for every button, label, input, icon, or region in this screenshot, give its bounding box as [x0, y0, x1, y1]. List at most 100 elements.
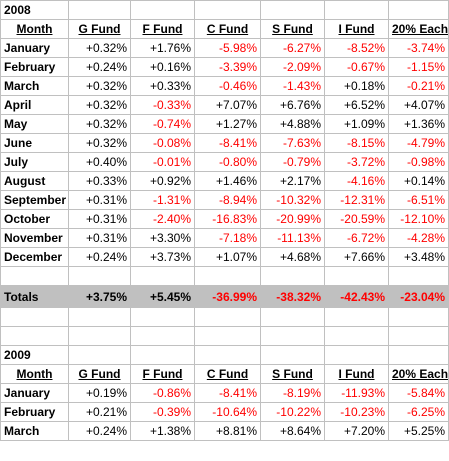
year-label[interactable]: 2009: [0, 345, 69, 365]
column-header[interactable]: F Fund: [130, 19, 195, 39]
empty-cell[interactable]: [388, 0, 449, 20]
return-value[interactable]: -3.74%: [388, 38, 449, 58]
return-value[interactable]: -0.67%: [324, 57, 389, 77]
empty-cell[interactable]: [0, 307, 69, 327]
return-value[interactable]: +5.25%: [388, 421, 449, 441]
month-label[interactable]: May: [0, 114, 69, 134]
return-value[interactable]: +8.81%: [194, 421, 261, 441]
empty-cell[interactable]: [388, 266, 449, 286]
return-value[interactable]: -7.63%: [260, 133, 325, 153]
return-value[interactable]: +1.09%: [324, 114, 389, 134]
empty-cell[interactable]: [68, 266, 131, 286]
return-value[interactable]: -12.10%: [388, 209, 449, 229]
month-label[interactable]: July: [0, 152, 69, 172]
return-value[interactable]: +1.27%: [194, 114, 261, 134]
return-value[interactable]: -0.01%: [130, 152, 195, 172]
column-header[interactable]: C Fund: [194, 364, 261, 384]
column-header[interactable]: Month: [0, 19, 69, 39]
return-value[interactable]: -2.09%: [260, 57, 325, 77]
return-value[interactable]: -0.74%: [130, 114, 195, 134]
return-value[interactable]: +0.24%: [68, 421, 131, 441]
return-value[interactable]: +1.38%: [130, 421, 195, 441]
return-value[interactable]: -0.79%: [260, 152, 325, 172]
return-value[interactable]: +6.76%: [260, 95, 325, 115]
return-value[interactable]: -0.80%: [194, 152, 261, 172]
return-value[interactable]: +0.32%: [68, 114, 131, 134]
return-value[interactable]: +0.21%: [68, 402, 131, 422]
empty-cell[interactable]: [260, 0, 325, 20]
empty-cell[interactable]: [130, 345, 195, 365]
return-value[interactable]: -12.31%: [324, 190, 389, 210]
column-header[interactable]: G Fund: [68, 19, 131, 39]
column-header[interactable]: 20% Each: [388, 19, 449, 39]
empty-cell[interactable]: [0, 266, 69, 286]
empty-cell[interactable]: [388, 345, 449, 365]
month-label[interactable]: February: [0, 57, 69, 77]
month-label[interactable]: August: [0, 171, 69, 191]
empty-cell[interactable]: [130, 307, 195, 327]
return-value[interactable]: +0.33%: [68, 171, 131, 191]
total-value[interactable]: -36.99%: [194, 285, 261, 308]
return-value[interactable]: -10.23%: [324, 402, 389, 422]
column-header[interactable]: Month: [0, 364, 69, 384]
empty-cell[interactable]: [260, 266, 325, 286]
column-header[interactable]: I Fund: [324, 364, 389, 384]
return-value[interactable]: +0.32%: [68, 133, 131, 153]
empty-cell[interactable]: [324, 0, 389, 20]
return-value[interactable]: +1.36%: [388, 114, 449, 134]
empty-cell[interactable]: [260, 307, 325, 327]
return-value[interactable]: -8.41%: [194, 133, 261, 153]
month-label[interactable]: October: [0, 209, 69, 229]
return-value[interactable]: +1.07%: [194, 247, 261, 267]
return-value[interactable]: -7.18%: [194, 228, 261, 248]
return-value[interactable]: -16.83%: [194, 209, 261, 229]
return-value[interactable]: +7.07%: [194, 95, 261, 115]
month-label[interactable]: March: [0, 421, 69, 441]
column-header[interactable]: S Fund: [260, 364, 325, 384]
return-value[interactable]: +1.76%: [130, 38, 195, 58]
month-label[interactable]: December: [0, 247, 69, 267]
return-value[interactable]: +7.66%: [324, 247, 389, 267]
return-value[interactable]: -5.84%: [388, 383, 449, 403]
month-label[interactable]: January: [0, 38, 69, 58]
empty-cell[interactable]: [68, 0, 131, 20]
return-value[interactable]: -11.13%: [260, 228, 325, 248]
return-value[interactable]: -8.19%: [260, 383, 325, 403]
empty-cell[interactable]: [0, 326, 69, 346]
return-value[interactable]: -0.98%: [388, 152, 449, 172]
return-value[interactable]: -8.52%: [324, 38, 389, 58]
return-value[interactable]: -11.93%: [324, 383, 389, 403]
empty-cell[interactable]: [68, 326, 131, 346]
return-value[interactable]: -6.27%: [260, 38, 325, 58]
return-value[interactable]: +0.32%: [68, 76, 131, 96]
month-label[interactable]: June: [0, 133, 69, 153]
return-value[interactable]: +3.30%: [130, 228, 195, 248]
column-header[interactable]: 20% Each: [388, 364, 449, 384]
month-label[interactable]: April: [0, 95, 69, 115]
empty-cell[interactable]: [130, 326, 195, 346]
return-value[interactable]: +0.32%: [68, 38, 131, 58]
total-value[interactable]: -23.04%: [388, 285, 449, 308]
return-value[interactable]: -1.31%: [130, 190, 195, 210]
return-value[interactable]: -20.99%: [260, 209, 325, 229]
return-value[interactable]: -3.39%: [194, 57, 261, 77]
return-value[interactable]: +0.40%: [68, 152, 131, 172]
return-value[interactable]: -5.98%: [194, 38, 261, 58]
empty-cell[interactable]: [324, 266, 389, 286]
totals-label[interactable]: Totals: [0, 285, 69, 308]
return-value[interactable]: +0.18%: [324, 76, 389, 96]
month-label[interactable]: January: [0, 383, 69, 403]
empty-cell[interactable]: [324, 326, 389, 346]
return-value[interactable]: -8.94%: [194, 190, 261, 210]
return-value[interactable]: -8.41%: [194, 383, 261, 403]
empty-cell[interactable]: [194, 326, 261, 346]
return-value[interactable]: -10.22%: [260, 402, 325, 422]
month-label[interactable]: March: [0, 76, 69, 96]
empty-cell[interactable]: [388, 326, 449, 346]
return-value[interactable]: +6.52%: [324, 95, 389, 115]
total-value[interactable]: +5.45%: [130, 285, 195, 308]
column-header[interactable]: I Fund: [324, 19, 389, 39]
return-value[interactable]: -4.79%: [388, 133, 449, 153]
return-value[interactable]: -1.43%: [260, 76, 325, 96]
month-label[interactable]: November: [0, 228, 69, 248]
